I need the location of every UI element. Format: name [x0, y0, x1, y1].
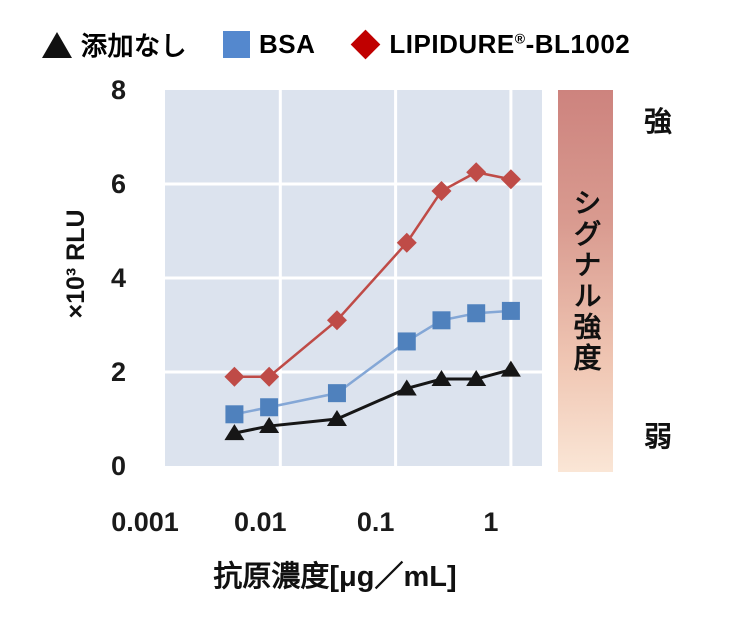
data-point-diamond: [259, 366, 280, 387]
data-point-square: [432, 311, 451, 330]
legend-label-bsa: BSA: [259, 29, 316, 59]
y-tick-label: 4: [111, 263, 126, 293]
x-tick-label: 0.01: [234, 507, 287, 537]
legend: 添加なし BSA LIPIDURE®-BL1002: [42, 26, 630, 63]
data-point-square: [397, 332, 416, 351]
data-point-diamond: [500, 169, 521, 190]
data-point-square: [260, 398, 279, 417]
legend-item-no-addition: 添加なし: [42, 26, 187, 63]
registered-trademark-symbol: ®: [514, 30, 526, 47]
x-tick-label: 1: [483, 507, 498, 537]
x-tick-label: 0.1: [357, 507, 395, 537]
data-point-diamond: [224, 366, 245, 387]
signal-intensity-label: シグナル強度: [570, 188, 602, 374]
data-point-diamond: [431, 181, 452, 202]
y-tick-label: 8: [111, 75, 126, 105]
data-point-diamond: [326, 310, 347, 331]
y-tick-label: 2: [111, 357, 126, 387]
data-point-triangle: [396, 379, 417, 396]
y-tick-label: 0: [111, 451, 126, 481]
strong-label: 強: [644, 106, 673, 137]
legend-label-no-addition: 添加なし: [81, 31, 188, 61]
y-axis-title: ×10³ RLU: [62, 209, 90, 319]
legend-item-lipidure: LIPIDURE®-BL1002: [351, 29, 630, 60]
data-point-square: [225, 405, 244, 424]
data-point-square: [467, 304, 486, 323]
data-point-square: [327, 384, 346, 403]
data-point-square: [501, 301, 520, 320]
black-triangle-marker-icon: [42, 31, 72, 58]
data-point-triangle: [500, 360, 521, 377]
legend-label-lipidure: LIPIDURE®-BL1002: [389, 29, 631, 59]
data-point-triangle: [224, 424, 245, 441]
legend-item-bsa: BSA: [223, 29, 315, 60]
data-point-triangle: [431, 370, 452, 387]
blue-square-marker-icon: [223, 31, 251, 58]
weak-label: 弱: [644, 421, 673, 452]
data-point-diamond: [396, 232, 417, 253]
data-point-triangle: [259, 417, 280, 434]
data-point-triangle: [326, 410, 347, 426]
x-tick-label: 0.001: [111, 507, 179, 537]
signal-intensity-gradient-bar: シグナル強度: [558, 90, 613, 472]
data-point-triangle: [466, 370, 487, 387]
x-axis-title: 抗原濃度[μg／mL]: [213, 561, 457, 593]
y-tick-label: 6: [111, 169, 126, 199]
data-point-diamond: [466, 162, 487, 183]
